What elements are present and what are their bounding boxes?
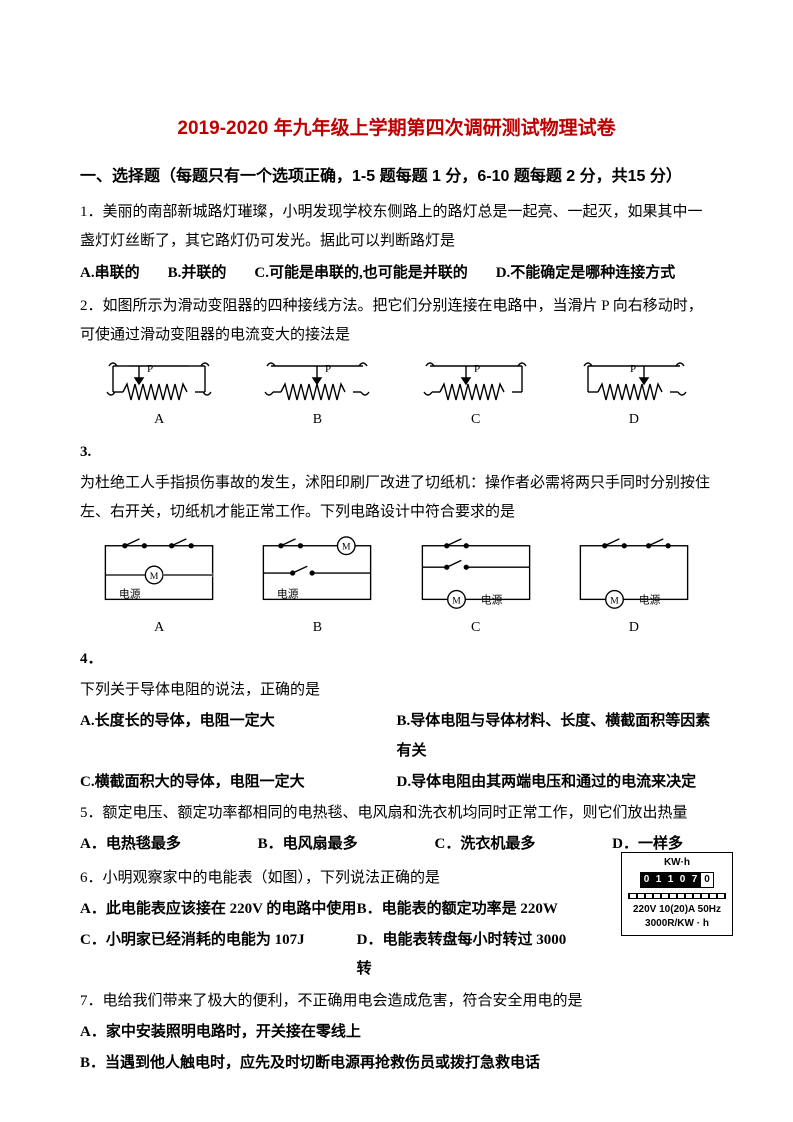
q6-stem: 6．小明观察家中的电能表（如图），下列说法正确的是	[80, 864, 713, 893]
q1-stem: 1．美丽的南部新城路灯璀璨，小明发现学校东侧路上的路灯总是一起亮、一起灭，如果其…	[80, 198, 713, 257]
q2-label-b: B	[313, 406, 322, 433]
q1-opt-d: D.不能确定是哪种连接方式	[496, 259, 676, 288]
meter-disc-icon	[628, 893, 726, 899]
q3-num: 3.	[80, 438, 713, 467]
meter-line1: 220V 10(20)A 50Hz	[624, 903, 730, 917]
q5-options: A．电热毯最多 B．电风扇最多 C．洗衣机最多 D．一样多	[80, 830, 713, 859]
q6-opt-a: A．此电能表应该接在 220V 的电路中使用	[80, 895, 357, 924]
q7-opt-b: B．当遇到他人触电时，应先及时切断电源再抢救伤员或拨打急救电话	[80, 1049, 713, 1078]
q6-opt-b: B．电能表的额定功率是 220W	[357, 895, 583, 924]
svg-text:M: M	[342, 541, 351, 552]
q2-stem: 2．如图所示为滑动变阻器的四种接线方法。把它们分别连接在电路中，当滑片 P 向右…	[80, 292, 713, 351]
q2-diag-a: P A	[99, 358, 219, 433]
q7-opt-a: A．家中安装照明电路时，开关接在零线上	[80, 1018, 713, 1047]
q2-diagrams: P A P B	[80, 358, 713, 433]
q6-options: A．此电能表应该接在 220V 的电路中使用 B．电能表的额定功率是 220W …	[80, 895, 713, 987]
q3-label-c: C	[471, 614, 480, 641]
q3-label-b: B	[313, 614, 322, 641]
q4-opt-c: C.横截面积大的导体，电阻一定大	[80, 768, 397, 797]
meter-digits: 011070	[640, 872, 714, 888]
q6-opt-d: D．电能表转盘每小时转过 3000 转	[357, 926, 583, 985]
q7-stem: 7．电给我们带来了极大的便利，不正确用电会造成危害，符合安全用电的是	[80, 987, 713, 1016]
svg-text:M: M	[150, 570, 159, 581]
svg-text:P: P	[630, 363, 636, 375]
svg-text:P: P	[474, 363, 480, 375]
svg-text:电源: 电源	[639, 593, 661, 606]
q5-opt-b: B．电风扇最多	[258, 830, 358, 859]
q3-diag-b: M 电源 B	[252, 536, 382, 641]
svg-text:P: P	[325, 363, 331, 375]
q4-stem: 下列关于导体电阻的说法，正确的是	[80, 676, 713, 705]
q4-options: A.长度长的导体，电阻一定大 B.导体电阻与导体材料、长度、横截面积等因素有关 …	[80, 707, 713, 799]
rheostat-icon: P	[574, 358, 694, 406]
q2-diag-b: P B	[257, 358, 377, 433]
section-heading: 一、选择题（每题只有一个选项正确，1-5 题每题 1 分，6-10 题每题 2 …	[120, 161, 713, 192]
q5-opt-c: C．洗衣机最多	[434, 830, 535, 859]
energy-meter-figure: KW·h 011070 220V 10(20)A 50Hz 3000R/KW ·…	[621, 852, 733, 936]
q5-stem: 5．额定电压、额定功率都相同的电热毯、电风扇和洗衣机均同时正常工作，则它们放出热…	[80, 799, 713, 828]
circuit-icon: M 电源	[569, 536, 699, 614]
svg-text:电源: 电源	[481, 593, 503, 606]
circuit-icon: M 电源	[252, 536, 382, 614]
q3-diag-d: M 电源 D	[569, 536, 699, 641]
svg-text:M: M	[610, 595, 619, 606]
rheostat-icon: P	[257, 358, 377, 406]
q1-opt-b: B.并联的	[168, 259, 227, 288]
q2-diag-c: P C	[416, 358, 536, 433]
rheostat-icon: P	[99, 358, 219, 406]
page-title: 2019-2020 年九年级上学期第四次调研测试物理试卷	[80, 110, 713, 147]
q3-stem: 为杜绝工人手指损伤事故的发生，沭阳印刷厂改进了切纸机：操作者必需将两只手同时分别…	[80, 469, 713, 528]
meter-line2: 3000R/KW · h	[624, 917, 730, 931]
q3-label-d: D	[629, 614, 639, 641]
q4-num: 4．	[80, 645, 713, 674]
q2-label-d: D	[629, 406, 639, 433]
q3-diagrams: M 电源 A M 电源 B	[80, 536, 713, 641]
q2-label-a: A	[154, 406, 164, 433]
q3-diag-c: M 电源 C	[411, 536, 541, 641]
q3-label-a: A	[154, 614, 164, 641]
svg-text:电源: 电源	[277, 587, 299, 600]
q1-opt-c: C.可能是串联的,也可能是并联的	[254, 259, 467, 288]
q6-opt-c: C．小明家已经消耗的电能为 107J	[80, 926, 357, 985]
circuit-icon: M 电源	[411, 536, 541, 614]
q4-opt-a: A.长度长的导体，电阻一定大	[80, 707, 397, 766]
svg-text:P: P	[147, 363, 153, 375]
svg-text:M: M	[452, 595, 461, 606]
q4-opt-d: D.导体电阻由其两端电压和通过的电流来决定	[397, 768, 714, 797]
q4-opt-b: B.导体电阻与导体材料、长度、横截面积等因素有关	[397, 707, 714, 766]
q3-diag-a: M 电源 A	[94, 536, 224, 641]
q1-opt-a: A.串联的	[80, 259, 140, 288]
q5-opt-a: A．电热毯最多	[80, 830, 181, 859]
meter-unit: KW·h	[624, 856, 730, 870]
q2-diag-d: P D	[574, 358, 694, 433]
circuit-icon: M 电源	[94, 536, 224, 614]
source-label: 电源	[119, 587, 141, 600]
q2-label-c: C	[471, 406, 480, 433]
q1-options: A.串联的 B.并联的 C.可能是串联的,也可能是并联的 D.不能确定是哪种连接…	[80, 259, 713, 288]
rheostat-icon: P	[416, 358, 536, 406]
